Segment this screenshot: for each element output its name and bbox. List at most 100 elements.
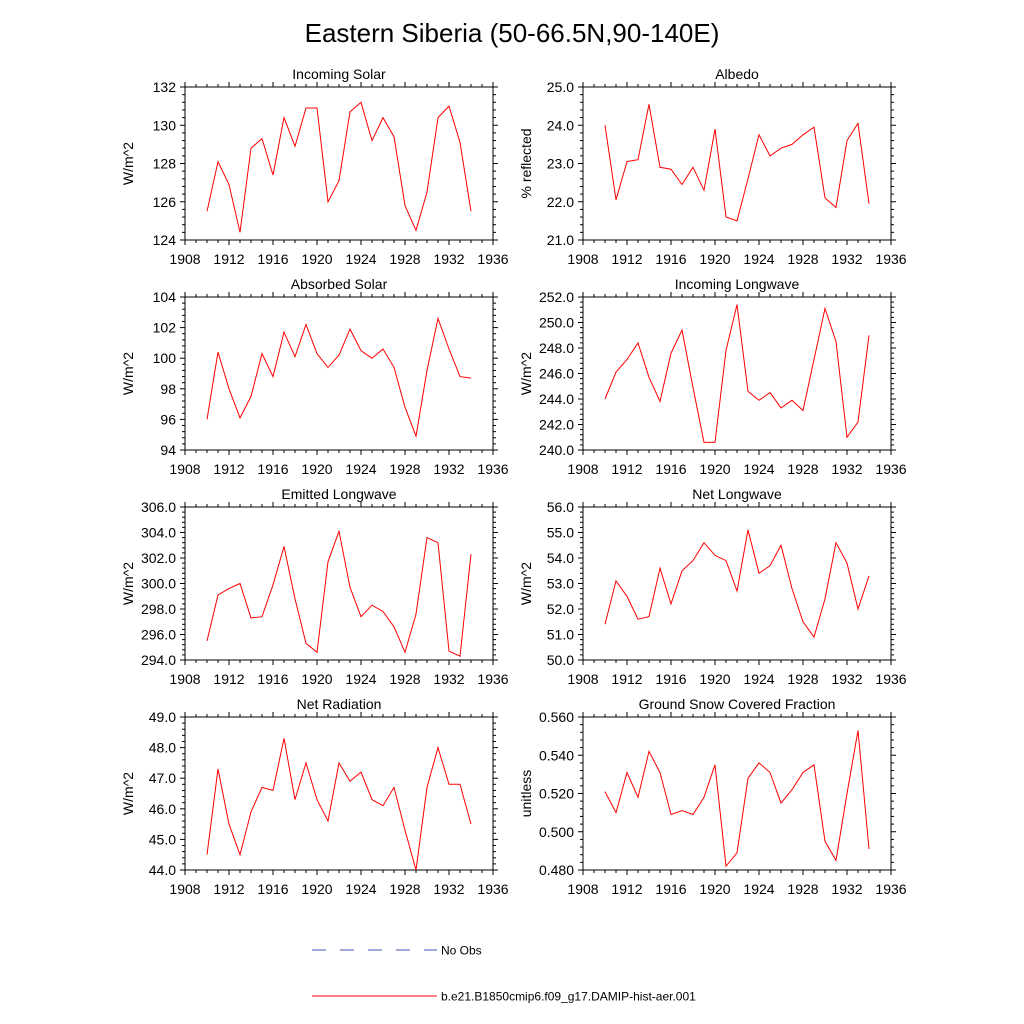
y-tick-label: 294.0 <box>141 652 176 668</box>
y-axis-label: W/m^2 <box>120 562 136 605</box>
x-tick-label: 1920 <box>699 461 730 477</box>
y-tick-label: 44.0 <box>149 862 176 878</box>
y-tick-label: 304.0 <box>141 525 176 541</box>
x-tick-label: 1928 <box>389 881 420 897</box>
x-tick-label: 1932 <box>831 671 862 687</box>
x-tick-label: 1936 <box>875 671 906 687</box>
x-tick-label: 1928 <box>787 251 818 267</box>
x-tick-label: 1928 <box>787 881 818 897</box>
panel-title: Net Longwave <box>692 486 782 502</box>
x-tick-label: 1936 <box>875 461 906 477</box>
y-tick-label: 96 <box>160 411 176 427</box>
x-tick-label: 1920 <box>699 671 730 687</box>
x-tick-label: 1916 <box>655 251 686 267</box>
y-tick-label: 22.0 <box>547 194 574 210</box>
x-tick-label: 1908 <box>169 671 200 687</box>
panel-incoming-longwave: Incoming Longwave W/m^2 1908 1912 1916 1920 19… <box>518 276 907 477</box>
x-tick-label: 1908 <box>567 461 598 477</box>
x-tick-label: 1924 <box>345 251 376 267</box>
y-tick-label: 248.0 <box>539 340 574 356</box>
y-axis-label: W/m^2 <box>518 352 534 395</box>
panel-title: Incoming Solar <box>292 66 386 82</box>
panel-net-radiation: Net Radiation W/m^2 1908 1912 1916 1920 1924 19… <box>120 696 509 897</box>
y-tick-label: 250.0 <box>539 315 574 331</box>
plot-frame <box>184 296 494 451</box>
y-tick-label: 300.0 <box>141 576 176 592</box>
x-tick-label: 1916 <box>655 881 686 897</box>
y-tick-label: 24.0 <box>547 117 574 133</box>
y-axis-label: unitless <box>518 770 534 817</box>
y-tick-label: 130 <box>153 117 177 133</box>
x-tick-label: 1932 <box>433 881 464 897</box>
y-tick-label: 49.0 <box>149 709 176 725</box>
x-tick-label: 1916 <box>655 461 686 477</box>
x-tick-label: 1920 <box>301 461 332 477</box>
y-tick-label: 52.0 <box>547 601 574 617</box>
x-tick-label: 1920 <box>699 881 730 897</box>
y-tick-label: 244.0 <box>539 391 574 407</box>
y-tick-label: 306.0 <box>141 499 176 515</box>
plot-frame <box>582 296 892 451</box>
x-tick-label: 1924 <box>743 671 774 687</box>
y-axis-label: W/m^2 <box>518 562 534 605</box>
panel-ground-snow-covered-fraction: Ground Snow Covered Fraction unitless 1908… <box>518 696 907 897</box>
y-tick-label: 102 <box>153 320 177 336</box>
y-tick-label: 54.0 <box>547 550 574 566</box>
y-tick-label: 0.500 <box>539 824 574 840</box>
x-tick-label: 1924 <box>743 881 774 897</box>
x-tick-label: 1924 <box>345 461 376 477</box>
x-tick-label: 1936 <box>875 881 906 897</box>
x-tick-label: 1912 <box>213 671 244 687</box>
y-tick-label: 51.0 <box>547 627 574 643</box>
y-axis-label: W/m^2 <box>120 142 136 185</box>
series-line-net-radiation <box>206 738 472 871</box>
x-tick-label: 1916 <box>257 671 288 687</box>
x-tick-label: 1912 <box>611 251 642 267</box>
x-tick-label: 1920 <box>699 251 730 267</box>
x-tick-label: 1912 <box>213 461 244 477</box>
y-tick-label: 128 <box>153 156 177 172</box>
y-tick-label: 126 <box>153 194 177 210</box>
y-tick-label: 298.0 <box>141 601 176 617</box>
y-tick-label: 100 <box>153 350 177 366</box>
y-tick-label: 23.0 <box>547 156 574 172</box>
y-tick-label: 0.520 <box>539 786 574 802</box>
y-tick-label: 0.540 <box>539 747 574 763</box>
series-line-net-longwave <box>604 529 870 639</box>
plot-frame <box>582 86 892 241</box>
x-tick-label: 1912 <box>611 881 642 897</box>
y-tick-label: 104 <box>153 289 177 305</box>
x-tick-label: 1932 <box>433 251 464 267</box>
x-tick-label: 1912 <box>611 671 642 687</box>
series-line-albedo <box>604 104 870 222</box>
series-line-incoming-solar <box>206 101 472 233</box>
y-tick-label: 53.0 <box>547 576 574 592</box>
series-line-incoming-longwave <box>604 304 870 443</box>
x-tick-label: 1936 <box>477 881 508 897</box>
x-tick-label: 1932 <box>831 251 862 267</box>
x-tick-label: 1916 <box>655 671 686 687</box>
x-tick-label: 1932 <box>831 461 862 477</box>
x-tick-label: 1932 <box>433 461 464 477</box>
panel-title: Albedo <box>715 66 759 82</box>
y-tick-label: 21.0 <box>547 232 574 248</box>
x-tick-label: 1912 <box>213 251 244 267</box>
x-tick-label: 1936 <box>477 461 508 477</box>
legend-model-label: b.e21.B1850cmip6.f09_g17.DAMIP-hist-aer.… <box>441 990 696 1004</box>
x-tick-label: 1928 <box>389 461 420 477</box>
x-tick-label: 1928 <box>787 671 818 687</box>
x-tick-label: 1936 <box>477 671 508 687</box>
panel-title: Emitted Longwave <box>281 486 396 502</box>
y-axis-label: W/m^2 <box>120 352 136 395</box>
y-tick-label: 0.560 <box>539 709 574 725</box>
x-tick-label: 1924 <box>743 251 774 267</box>
panel-title: Absorbed Solar <box>291 276 388 292</box>
x-tick-label: 1908 <box>169 461 200 477</box>
y-tick-label: 46.0 <box>149 801 176 817</box>
plot-frame <box>582 716 892 871</box>
y-tick-label: 50.0 <box>547 652 574 668</box>
x-tick-label: 1932 <box>433 671 464 687</box>
x-tick-label: 1916 <box>257 881 288 897</box>
x-tick-label: 1924 <box>345 881 376 897</box>
